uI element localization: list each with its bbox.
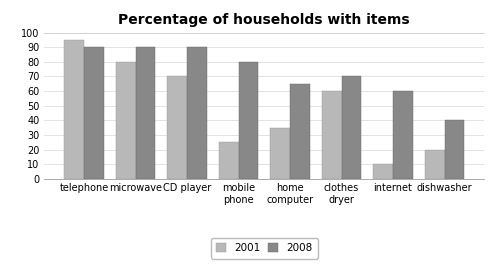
Bar (425, 150, 445, 179)
Bar (271, 128, 290, 179)
Bar (135, 47, 155, 179)
Bar (445, 120, 464, 179)
Bar (373, 164, 393, 179)
Bar (187, 47, 206, 179)
Bar (64, 40, 84, 179)
Bar (167, 76, 187, 179)
Bar (116, 62, 135, 179)
Bar (239, 62, 258, 179)
Legend: 2001, 2008: 2001, 2008 (211, 238, 318, 259)
Bar (393, 91, 412, 179)
Bar (219, 142, 239, 179)
Title: Percentage of households with items: Percentage of households with items (119, 13, 410, 27)
Bar (290, 84, 310, 179)
Bar (341, 76, 361, 179)
Bar (322, 91, 341, 179)
Bar (84, 47, 104, 179)
